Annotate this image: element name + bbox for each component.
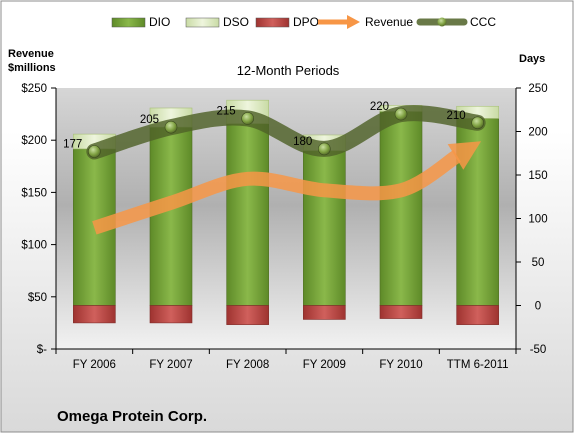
legend-swatch-dio <box>111 17 146 28</box>
left-axis-title-line-2: $millions <box>8 62 56 74</box>
bar-dpo <box>303 305 346 320</box>
left-axis-tick-label: $- <box>37 344 47 356</box>
left-axis-tick-label: $100 <box>21 240 47 252</box>
bar-dio <box>149 126 193 306</box>
legend-swatch-dpo <box>255 17 290 28</box>
left-axis-tick-label: $250 <box>21 83 47 95</box>
ccc-marker <box>88 145 101 158</box>
legend: DIO DSO DPO Revenue CCC <box>111 15 496 29</box>
left-axis-tick-label: $50 <box>28 292 47 304</box>
legend-label-revenue: Revenue <box>365 15 413 29</box>
bar-dio <box>303 150 346 306</box>
ccc-data-label: 220 <box>370 101 389 113</box>
legend-label-dpo: DPO <box>293 15 319 29</box>
right-axis-tick-label: 0 <box>535 301 541 313</box>
bar-dio <box>379 111 423 306</box>
legend-swatch-revenue-head <box>347 15 360 29</box>
right-axis-tick-label: 200 <box>528 127 547 139</box>
legend-swatch-ccc-marker <box>437 17 447 27</box>
right-axis-title: Days <box>519 53 545 65</box>
ccc-marker <box>164 120 178 134</box>
right-axis-tick-label: 50 <box>532 257 545 269</box>
right-axis-tick-label: -50 <box>530 344 547 356</box>
ccc-data-label: 210 <box>446 110 465 122</box>
bar-dpo <box>379 305 423 319</box>
bars-layer <box>73 99 499 325</box>
x-axis-category-label: FY 2007 <box>149 359 192 371</box>
ccc-marker <box>318 142 331 156</box>
ccc-layer: 177 205 215 180 220 210 <box>63 101 486 160</box>
x-axis-category-label: FY 2010 <box>379 359 422 371</box>
legend-swatch-dso <box>185 17 220 28</box>
bar-dpo <box>73 305 116 324</box>
bar-dio <box>226 123 269 306</box>
legend-label-ccc: CCC <box>470 15 496 29</box>
revenue-arrowhead <box>447 141 482 170</box>
revenue-line <box>92 149 462 235</box>
right-axis-tick-label: 150 <box>528 170 547 182</box>
ccc-data-label: 180 <box>293 136 312 148</box>
ccc-data-label: 205 <box>140 114 159 126</box>
x-axis-category-label: FY 2009 <box>303 359 346 371</box>
bar-dpo <box>456 305 499 325</box>
x-axis-category-label: FY 2006 <box>73 359 116 371</box>
legend-label-dio: DIO <box>149 15 170 29</box>
ccc-marker <box>241 112 254 125</box>
x-axis-category-label: TTM 6-2011 <box>447 359 509 371</box>
x-axis-category-label: FY 2008 <box>226 359 269 371</box>
right-axis-tick-label: 250 <box>528 83 547 95</box>
legend-label-dso: DSO <box>223 15 249 29</box>
ccc-data-label: 215 <box>216 105 235 117</box>
bar-dpo <box>226 305 269 325</box>
bar-dpo <box>149 305 193 324</box>
axes-layer: $- $50 $100 $150 $200 $250 -50 0 50 100 150 200 250 F… <box>21 83 547 371</box>
ccc-marker <box>394 107 408 121</box>
chart-title: 12-Month Periods <box>237 63 340 78</box>
right-axis-tick-label: 100 <box>528 214 547 226</box>
left-axis-tick-label: $150 <box>21 187 47 199</box>
left-axis-tick-label: $200 <box>21 135 47 147</box>
revenue-layer <box>92 141 482 235</box>
left-axis-title-line-1: Revenue <box>8 48 54 60</box>
company-name: Omega Protein Corp. <box>57 408 207 425</box>
ccc-marker <box>471 116 484 130</box>
ccc-data-label: 177 <box>63 139 82 151</box>
